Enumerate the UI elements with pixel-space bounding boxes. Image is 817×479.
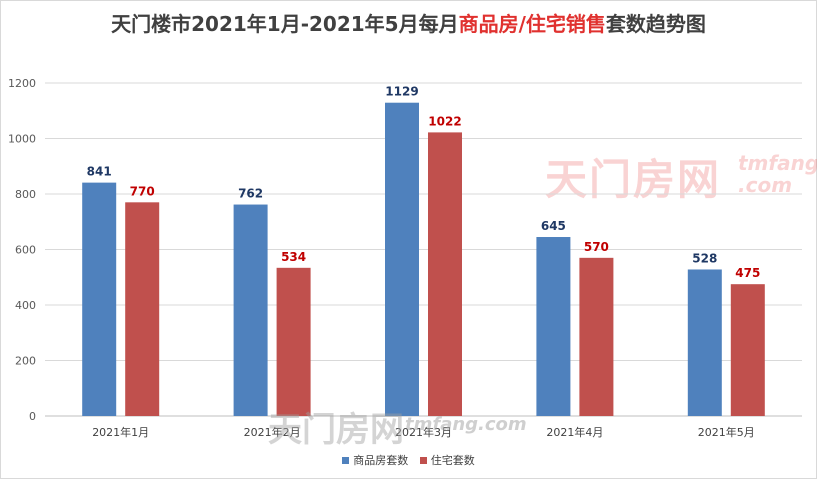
data-label: 475 [735,266,760,280]
title-part-1: 天门楼市2021年1月-2021年5月每月 [111,12,459,36]
data-label: 645 [541,219,566,233]
y-tick-label: 1000 [8,133,36,146]
data-label: 770 [130,184,155,198]
bar [730,284,765,416]
bar [82,182,117,416]
data-label: 534 [281,250,306,264]
title-part-2: 套数趋势图 [605,12,706,36]
y-tick-label: 1200 [8,77,36,90]
chart-title: 天门楼市2021年1月-2021年5月每月商品房/住宅销售套数趋势图 [0,8,817,37]
data-label: 762 [238,187,263,201]
bar [385,102,419,416]
data-label: 528 [692,251,717,265]
bar [536,237,571,416]
x-tick-label: 2021年3月 [395,425,452,439]
x-tick-label: 2021年1月 [92,425,149,439]
bar [687,269,722,416]
data-label: 1022 [428,114,461,128]
bar [125,202,160,416]
watermark-logo-top: 天门房网 [545,155,722,204]
bar [428,132,462,416]
x-tick-label: 2021年4月 [546,425,603,439]
legend-swatch [419,456,427,464]
x-tick-label: 2021年5月 [698,425,755,439]
bar [233,204,268,416]
data-label: 1129 [385,85,418,99]
y-tick-label: 400 [15,299,36,312]
y-tick-label: 600 [15,244,36,257]
watermark-domain-bottom: tmfang.com [405,414,527,435]
y-tick-label: 200 [15,355,36,368]
bar [276,267,311,416]
title-highlight: 商品房/住宅销售 [458,12,606,36]
data-label: 570 [584,240,609,254]
legend-label: 住宅套数 [430,454,475,467]
watermark-logo-bottom: 天门房网 [268,410,404,450]
y-tick-label: 0 [29,410,36,423]
chart-legend: 商品房套数 住宅套数 [0,452,817,468]
legend-item-series-1: 商品房套数 [342,452,408,468]
bar [579,257,614,416]
watermark-domain-top: tmfang .com [738,151,817,197]
legend-label: 商品房套数 [353,454,409,467]
x-tick-label: 2021年2月 [244,425,301,439]
legend-item-series-2: 住宅套数 [419,452,475,468]
data-label: 841 [87,165,112,179]
legend-swatch [342,456,350,464]
y-tick-label: 800 [15,188,36,201]
